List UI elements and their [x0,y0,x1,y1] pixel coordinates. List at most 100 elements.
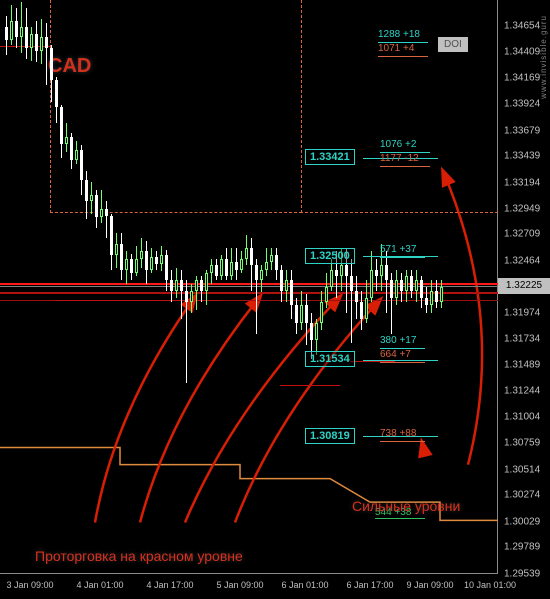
level-box[interactable]: 1.32500 [305,248,355,264]
candle-body [250,248,253,265]
annotation-arrow [443,171,482,464]
y-tick: 1.33679 [504,125,540,136]
y-tick: 1.32709 [504,229,540,240]
candle-body [125,259,128,270]
candle-body [185,291,188,302]
x-tick: 9 Jan 09:00 [406,580,453,590]
y-tick: 1.31974 [504,308,540,319]
callout: Сильные уровни [352,498,460,514]
candle-body [410,276,413,291]
candle-body [340,265,343,276]
candle-body [55,80,58,107]
doi-badge[interactable]: DOI [438,37,468,52]
y-tick: 1.34654 [504,21,540,32]
level-box[interactable]: 1.33421 [305,149,355,165]
candle-body [265,262,268,269]
candle-body [315,323,318,340]
candle-body [295,305,298,323]
x-tick: 5 Jan 09:00 [216,580,263,590]
candle-body [85,180,88,201]
candle-body [280,270,283,291]
candle-body [345,265,348,276]
candle-body [5,27,8,41]
pair-bot: 1177 -12 [380,153,430,167]
candle-body [420,280,423,297]
candle-body [150,257,153,270]
candle-wick [386,251,387,312]
candle-body [390,280,393,297]
y-tick: 1.33194 [504,177,540,188]
candle-body [255,265,258,280]
candle-body [365,298,368,319]
candle-body [170,280,173,291]
candle-body [285,280,288,291]
candle-body [230,262,233,276]
candle-body [110,216,113,255]
candle-body [215,265,218,276]
candle-body [300,305,303,323]
candle-body [180,280,183,291]
candle-body [165,255,168,281]
candle-body [45,37,48,48]
candle-body [30,34,33,48]
candle-body [65,137,68,144]
pair-bot: 1071 +4 [378,43,428,57]
candle-body [35,34,38,51]
candle-wick [106,201,107,237]
candle-body [415,280,418,291]
candle-body [310,323,313,340]
hline [280,385,340,386]
candle-body [160,255,163,265]
candle-body [20,27,23,38]
y-tick: 1.32464 [504,255,540,266]
candle-body [225,259,228,276]
pair-top: 1076 +2 [380,139,430,153]
candle-body [430,291,433,305]
y-tick: 1.33924 [504,99,540,110]
candle-body [290,280,293,305]
candle-body [135,259,138,273]
candle-body [210,265,213,272]
candle-body [25,27,28,48]
level-box[interactable]: 1.30819 [305,428,355,444]
candle-body [115,244,118,255]
candle-body [175,280,178,291]
hline [0,286,498,287]
dashed-seg [300,212,498,213]
annotation-arrow [140,296,260,522]
candle-body [440,287,443,302]
pair-bot: 664 +7 [380,349,425,363]
candle-body [195,280,198,291]
hline [0,283,498,285]
level-box[interactable]: 1.31534 [305,351,355,367]
chart-root: 1.346541.344091.341691.339241.336791.334… [0,0,550,599]
candle-wick [351,259,352,343]
y-tick: 1.31244 [504,386,540,397]
candle-body [140,251,143,258]
candle-body [50,48,53,80]
y-tick: 1.31489 [504,360,540,371]
candle-body [375,270,378,276]
y-tick: 1.30029 [504,516,540,527]
price-highlight: 1.32225 [498,278,550,294]
y-tick: 1.30274 [504,490,540,501]
candle-wick [46,23,47,85]
candle-body [305,305,308,323]
candle-body [40,37,43,51]
candle-body [145,251,148,269]
candle-body [270,255,273,262]
candle-body [80,150,83,180]
x-tick: 4 Jan 01:00 [76,580,123,590]
candle-body [380,265,383,276]
x-tick: 4 Jan 17:00 [146,580,193,590]
callout: Проторговка на красном уровне [35,548,243,564]
candle-body [385,265,388,280]
candle-body [260,270,263,281]
candle-body [395,280,398,297]
candle-body [400,280,403,291]
pair-top: 571 +37 [380,244,425,258]
y-tick: 1.32949 [504,203,540,214]
pair-top: 1288 +18 [378,29,428,43]
y-tick: 1.29789 [504,542,540,553]
candle-body [220,259,223,276]
